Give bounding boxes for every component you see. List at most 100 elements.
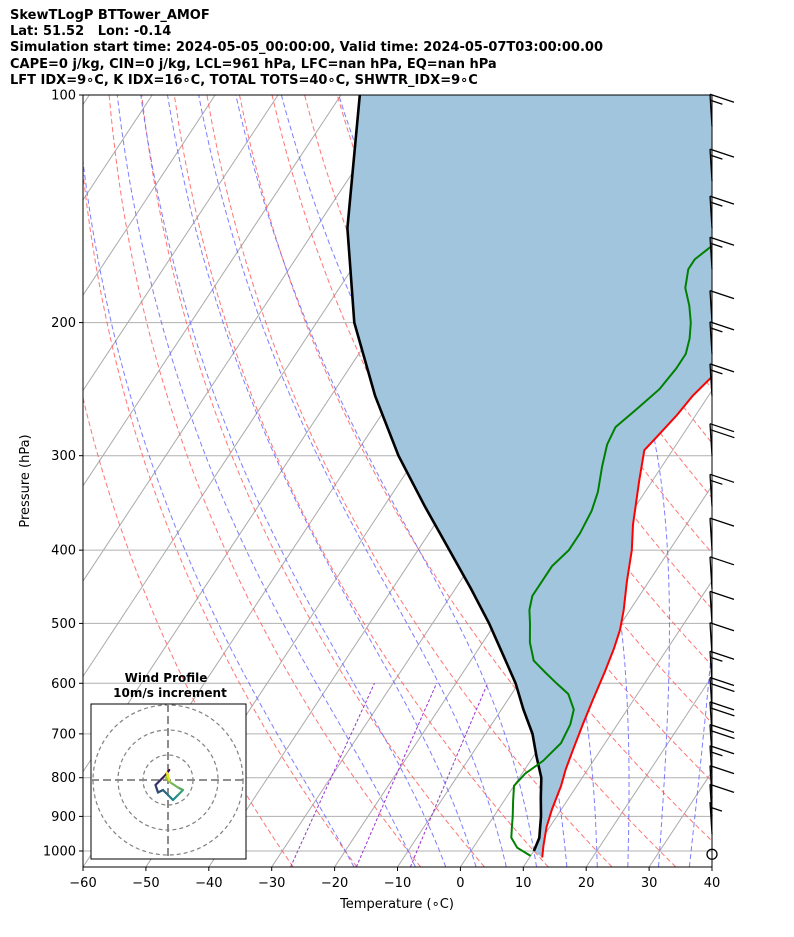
hodograph-segment bbox=[166, 793, 175, 802]
barb-staff bbox=[709, 290, 713, 323]
x-tick-label: 40 bbox=[704, 876, 721, 891]
dry-adiabat bbox=[83, 167, 358, 867]
y-tick-label: 500 bbox=[51, 617, 76, 632]
barb-staff bbox=[709, 94, 713, 127]
y-tick-label: 300 bbox=[51, 449, 76, 464]
barb-half-flag bbox=[710, 369, 723, 375]
y-tick-label: 800 bbox=[51, 771, 76, 786]
profiles bbox=[346, 95, 712, 858]
hodograph-segment bbox=[159, 773, 167, 782]
hodograph-segment bbox=[169, 781, 180, 789]
dry-adiabat bbox=[761, 95, 794, 867]
dry-adiabat bbox=[728, 95, 794, 867]
hodograph-segment bbox=[164, 776, 172, 784]
hodograph-title: Wind Profile bbox=[125, 671, 208, 685]
barb-flag bbox=[709, 745, 735, 755]
hodograph-subtitle: 10m/s increment bbox=[113, 686, 227, 700]
dry-adiabat bbox=[173, 95, 549, 867]
barb-flag bbox=[709, 423, 735, 433]
isotherm-line bbox=[83, 95, 216, 297]
barb-half-flag bbox=[710, 479, 723, 485]
barb-flag bbox=[709, 723, 735, 734]
cape-shading bbox=[347, 95, 712, 858]
dry-adiabat bbox=[141, 95, 485, 867]
y-tick-label: 600 bbox=[51, 677, 76, 692]
barb-staff bbox=[709, 474, 713, 507]
barb-flag bbox=[710, 429, 735, 439]
barb-half-flag bbox=[710, 751, 723, 757]
isotherm-line bbox=[83, 95, 90, 106]
barb-half-flag bbox=[710, 242, 723, 248]
x-tick-label: −20 bbox=[321, 876, 348, 891]
temperature-profile bbox=[541, 375, 712, 858]
barb-staff bbox=[709, 651, 713, 684]
x-tick-label: −40 bbox=[195, 876, 222, 891]
barb-flag bbox=[709, 701, 735, 711]
barb-half-flag bbox=[710, 154, 723, 160]
parcel-profile bbox=[346, 95, 543, 852]
barb-flag bbox=[709, 93, 735, 103]
hodograph-segment bbox=[165, 771, 171, 782]
y-tick-label: 1000 bbox=[43, 844, 76, 859]
cape-line: CAPE=0 j/kg, CIN=0 j/kg, LCL=961 hPa, LF… bbox=[10, 56, 497, 72]
moist-adiabat bbox=[140, 95, 447, 867]
barb-staff bbox=[709, 423, 713, 456]
x-tick-label: −50 bbox=[132, 876, 159, 891]
barb-half-flag bbox=[710, 327, 723, 333]
barb-flag bbox=[709, 363, 735, 373]
barb-staff bbox=[709, 149, 713, 182]
mixing-ratio-line bbox=[409, 683, 489, 867]
y-tick-label: 900 bbox=[51, 810, 76, 825]
isotherm-line bbox=[585, 675, 712, 867]
x-tick-label: 20 bbox=[578, 876, 595, 891]
isotherm-line bbox=[522, 580, 712, 867]
x-axis-ticks: −60 −50 −40 −30 −20 −10 0 10 20 30 40 bbox=[69, 867, 720, 891]
y-tick-label: 700 bbox=[51, 727, 76, 742]
barb-flag bbox=[709, 765, 735, 775]
cape-area bbox=[347, 95, 712, 858]
barb-flag bbox=[710, 707, 735, 717]
barb-staff bbox=[709, 677, 713, 710]
hodograph-segment bbox=[161, 788, 170, 797]
hodograph-segment bbox=[154, 778, 162, 787]
dewpoint-profile bbox=[510, 244, 712, 857]
hodograph-segment bbox=[176, 788, 185, 797]
y-tick-label: 100 bbox=[51, 89, 76, 104]
barb-half-flag bbox=[710, 201, 723, 207]
barb-staff bbox=[709, 518, 713, 551]
barb-flag bbox=[709, 590, 735, 601]
barb-staff bbox=[709, 196, 713, 229]
dry-adiabat bbox=[206, 95, 613, 867]
x-axis-label: Temperature (∘C) bbox=[339, 897, 454, 912]
barb-staff bbox=[709, 321, 713, 354]
y-axis-ticks: 1000 900 800 700 600 500 400 300 200 100 bbox=[43, 89, 83, 859]
barb-flag bbox=[709, 650, 735, 660]
moist-adiabat bbox=[116, 95, 416, 867]
mixing-ratio-line bbox=[355, 683, 438, 867]
barb-staff bbox=[709, 784, 713, 817]
barb-staff bbox=[709, 765, 713, 798]
dry-adiabat bbox=[239, 95, 677, 867]
x-tick-label: 0 bbox=[456, 876, 464, 891]
dry-adiabat bbox=[83, 395, 294, 867]
y-tick-label: 400 bbox=[51, 544, 76, 559]
index-line: LFT IDX=9∘C, K IDX=16∘C, TOTAL TOTS=40∘C… bbox=[10, 72, 478, 88]
isotherm-line bbox=[83, 95, 405, 582]
barb-staff bbox=[709, 724, 713, 757]
barb-flag bbox=[709, 622, 735, 632]
barb-staff bbox=[709, 622, 713, 655]
chart-header: SkewTLogP BTTower_AMOF Lat: 51.52 Lon: -… bbox=[10, 8, 603, 89]
barb-flag bbox=[710, 682, 735, 693]
x-tick-label: −30 bbox=[258, 876, 285, 891]
barb-flag bbox=[709, 195, 735, 205]
x-tick-label: −60 bbox=[69, 876, 96, 891]
x-tick-label: 30 bbox=[641, 876, 658, 891]
x-tick-label: 10 bbox=[515, 876, 532, 891]
barb-staff bbox=[709, 237, 713, 270]
isotherm-line bbox=[711, 866, 712, 867]
wind-barbs bbox=[706, 93, 735, 860]
chart-title: SkewTLogP BTTower_AMOF bbox=[10, 8, 210, 23]
barb-flag bbox=[709, 517, 735, 527]
barb-flag bbox=[709, 676, 735, 687]
